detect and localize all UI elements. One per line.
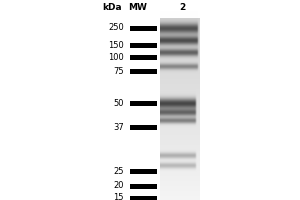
Text: 25: 25 [113, 166, 124, 176]
Text: 20: 20 [113, 182, 124, 190]
Text: 50: 50 [113, 98, 124, 108]
Text: 100: 100 [108, 52, 124, 62]
Text: 150: 150 [108, 40, 124, 49]
Text: 2: 2 [179, 3, 185, 12]
Text: kDa: kDa [102, 3, 122, 12]
Text: 37: 37 [113, 122, 124, 132]
Text: 75: 75 [113, 66, 124, 75]
Text: 15: 15 [113, 194, 124, 200]
Text: 250: 250 [108, 23, 124, 32]
Text: MW: MW [129, 3, 147, 12]
